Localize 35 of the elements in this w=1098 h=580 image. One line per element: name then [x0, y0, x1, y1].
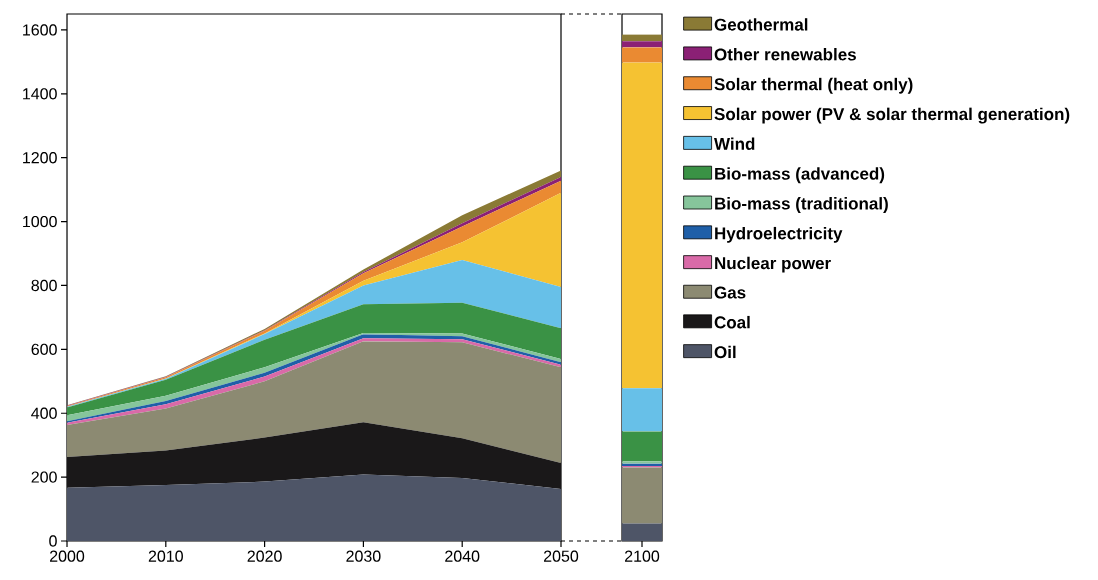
bar: [622, 41, 662, 48]
y-tick-label: 1600: [23, 24, 57, 36]
x-tick-label: 2040: [445, 550, 480, 562]
bar: [622, 431, 662, 462]
legend-label: Geothermal: [714, 18, 808, 31]
x-tick-label: 2030: [346, 550, 381, 562]
legend-label: Gas: [714, 286, 746, 299]
x-tick-label: 2100: [625, 550, 660, 562]
legend-label: Solar thermal (heat only): [714, 77, 913, 94]
y-tick-label: 1200: [23, 152, 57, 164]
x-tick-label: 2020: [247, 550, 282, 562]
legend-label: Bio-mass (advanced): [715, 167, 885, 184]
legend-label: Oil: [714, 345, 736, 359]
legend-label: Nuclear power: [715, 256, 831, 273]
legend-label: Wind: [714, 137, 755, 150]
x-tick-label: 2050: [544, 550, 579, 562]
legend-label: Other renewables: [714, 48, 856, 61]
y-tick-label: 1400: [23, 88, 57, 100]
y-tick-label: 0: [49, 535, 57, 547]
y-tick-label: 400: [31, 407, 57, 419]
x-tick-label: 2000: [50, 550, 85, 562]
legend-label: Bio-mass (traditional): [715, 197, 888, 213]
bar: [622, 47, 662, 63]
x-tick-label: 2010: [148, 550, 183, 562]
bar: [622, 467, 662, 524]
y-tick-label: 600: [31, 343, 57, 356]
legend-label: Coal: [714, 315, 750, 329]
bar: [622, 523, 662, 541]
y-tick-label: 200: [31, 471, 57, 483]
y-tick-label: 800: [31, 279, 57, 292]
y-tick-label: 1000: [23, 215, 57, 228]
legend-label: Solar power (PV & solar thermal generation): [714, 107, 1070, 124]
legend-label: Hydroelectricity: [715, 226, 843, 243]
bar: [622, 388, 662, 432]
bar: [622, 62, 662, 389]
